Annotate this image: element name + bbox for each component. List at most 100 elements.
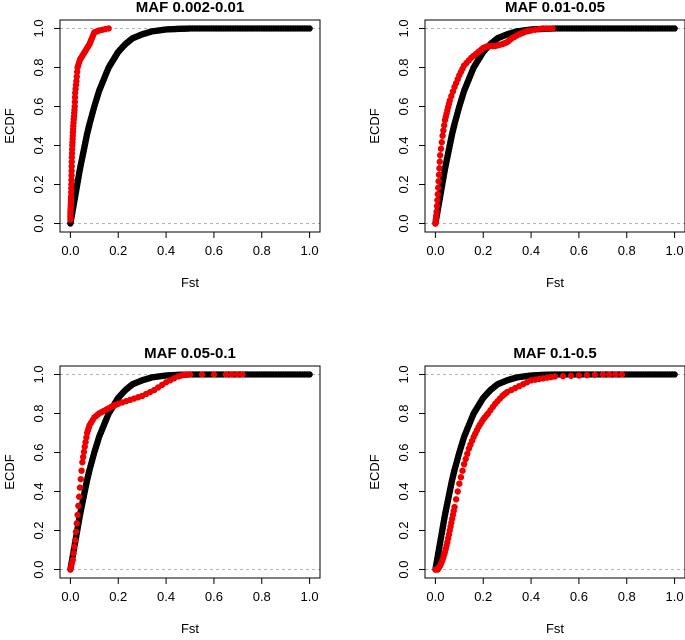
series-1 xyxy=(432,371,678,573)
plot-frame xyxy=(424,19,685,233)
panel-2: 0.0 0.2 0.4 0.6 0.8 1.0 0.0 0.2 0.4 0.6 0.8 1.0 MAF … xyxy=(367,0,685,290)
data-point xyxy=(68,181,75,188)
data-point xyxy=(451,503,458,511)
panel-title: MAF 0.002-0.01 xyxy=(136,0,244,16)
x-tick-label: 0.2 xyxy=(474,589,492,604)
y-axis-label: ECDF xyxy=(2,454,17,489)
data-point xyxy=(671,25,678,32)
panel-4: 0.0 0.2 0.4 0.6 0.8 1.0 0.0 0.2 0.4 0.6 0.8 1.0 MAF … xyxy=(367,345,685,636)
x-tick-label: 1.0 xyxy=(301,243,319,258)
x-tick-label: 0.4 xyxy=(157,243,175,258)
data-point xyxy=(452,496,460,503)
series-2 xyxy=(67,371,246,573)
y-tick-label: 0.2 xyxy=(396,521,411,539)
y-axis-label: ECDF xyxy=(367,108,382,143)
x-tick-label: 0.8 xyxy=(253,243,271,258)
series-2 xyxy=(432,25,556,227)
y-tick-label: 0.6 xyxy=(31,97,46,115)
data-point xyxy=(457,474,465,481)
panel-title: MAF 0.1-0.5 xyxy=(513,345,596,362)
x-tick-label: 0.6 xyxy=(205,589,223,604)
data-point xyxy=(567,372,575,379)
data-point xyxy=(71,94,79,101)
y-tick-label: 0.2 xyxy=(396,175,411,193)
data-point xyxy=(71,103,78,110)
data-point xyxy=(583,371,591,379)
data-point xyxy=(440,122,448,129)
series-1 xyxy=(432,25,678,227)
y-axis-label: ECDF xyxy=(2,108,17,143)
data-point xyxy=(456,480,463,487)
x-tick-label: 1.0 xyxy=(301,589,319,604)
data-point xyxy=(79,453,87,461)
data-point xyxy=(222,371,230,378)
data-point xyxy=(433,208,440,216)
data-point xyxy=(435,178,442,185)
y-tick-label: 1.0 xyxy=(31,365,46,383)
y-tick-label: 0.4 xyxy=(31,136,46,154)
x-axis-label: Fst xyxy=(546,275,564,290)
x-axis-label: Fst xyxy=(181,621,199,636)
y-tick-label: 0.8 xyxy=(31,404,46,422)
data-point xyxy=(618,371,626,378)
data-point xyxy=(306,25,313,32)
x-axis-label: Fst xyxy=(181,275,199,290)
data-point xyxy=(68,176,75,184)
series-2 xyxy=(432,371,626,573)
x-tick-label: 0.6 xyxy=(570,589,588,604)
data-point xyxy=(612,371,619,378)
data-point xyxy=(549,25,556,32)
y-tick-label: 0.2 xyxy=(31,521,46,539)
data-point xyxy=(210,371,218,378)
x-tick-label: 0.2 xyxy=(474,243,492,258)
data-point xyxy=(69,556,76,563)
data-point xyxy=(68,163,75,170)
data-point xyxy=(433,202,441,210)
data-point xyxy=(591,371,599,379)
x-tick-label: 0.6 xyxy=(570,243,588,258)
data-point xyxy=(438,139,445,146)
y-tick-label: 0.2 xyxy=(31,175,46,193)
x-tick-label: 1.0 xyxy=(666,589,684,604)
x-tick-label: 0.8 xyxy=(253,589,271,604)
data-point xyxy=(460,461,468,468)
x-tick-label: 0.0 xyxy=(426,243,444,258)
data-point xyxy=(73,520,80,527)
panel-1: 0.0 0.2 0.4 0.6 0.8 1.0 0.0 0.2 0.4 0.6 0.8 1.0 MAF … xyxy=(2,0,321,290)
plot-frame xyxy=(59,19,321,233)
series-1 xyxy=(67,371,313,573)
series-2 xyxy=(67,25,112,223)
y-tick-label: 0.0 xyxy=(396,560,411,578)
data-point xyxy=(75,502,82,510)
x-axis-label: Fst xyxy=(546,621,564,636)
data-point xyxy=(439,132,446,139)
data-point xyxy=(436,158,443,165)
panel-title: MAF 0.05-0.1 xyxy=(144,345,236,362)
data-point xyxy=(437,145,445,152)
y-tick-label: 0.6 xyxy=(396,443,411,461)
data-point xyxy=(68,167,75,175)
x-tick-label: 0.6 xyxy=(205,243,223,258)
data-point xyxy=(306,371,313,378)
data-point xyxy=(228,371,235,378)
data-point xyxy=(76,484,84,491)
x-tick-label: 1.0 xyxy=(666,243,684,258)
data-point xyxy=(68,158,75,165)
x-tick-label: 0.8 xyxy=(618,589,636,604)
panel-3: 0.0 0.2 0.4 0.6 0.8 1.0 0.0 0.2 0.4 0.6 0.8 1.0 MAF … xyxy=(2,345,321,636)
x-tick-label: 0.4 xyxy=(522,589,540,604)
y-tick-label: 1.0 xyxy=(396,19,411,37)
data-point xyxy=(599,371,607,378)
data-point xyxy=(78,467,85,474)
data-point xyxy=(71,543,78,550)
data-point xyxy=(68,172,75,179)
data-point xyxy=(671,371,678,378)
x-tick-label: 0.4 xyxy=(157,589,175,604)
data-point xyxy=(434,196,441,204)
y-tick-label: 0.4 xyxy=(31,482,46,500)
y-tick-label: 0.8 xyxy=(31,58,46,76)
data-point xyxy=(72,528,80,536)
series-1 xyxy=(67,25,313,227)
data-point xyxy=(459,467,466,474)
